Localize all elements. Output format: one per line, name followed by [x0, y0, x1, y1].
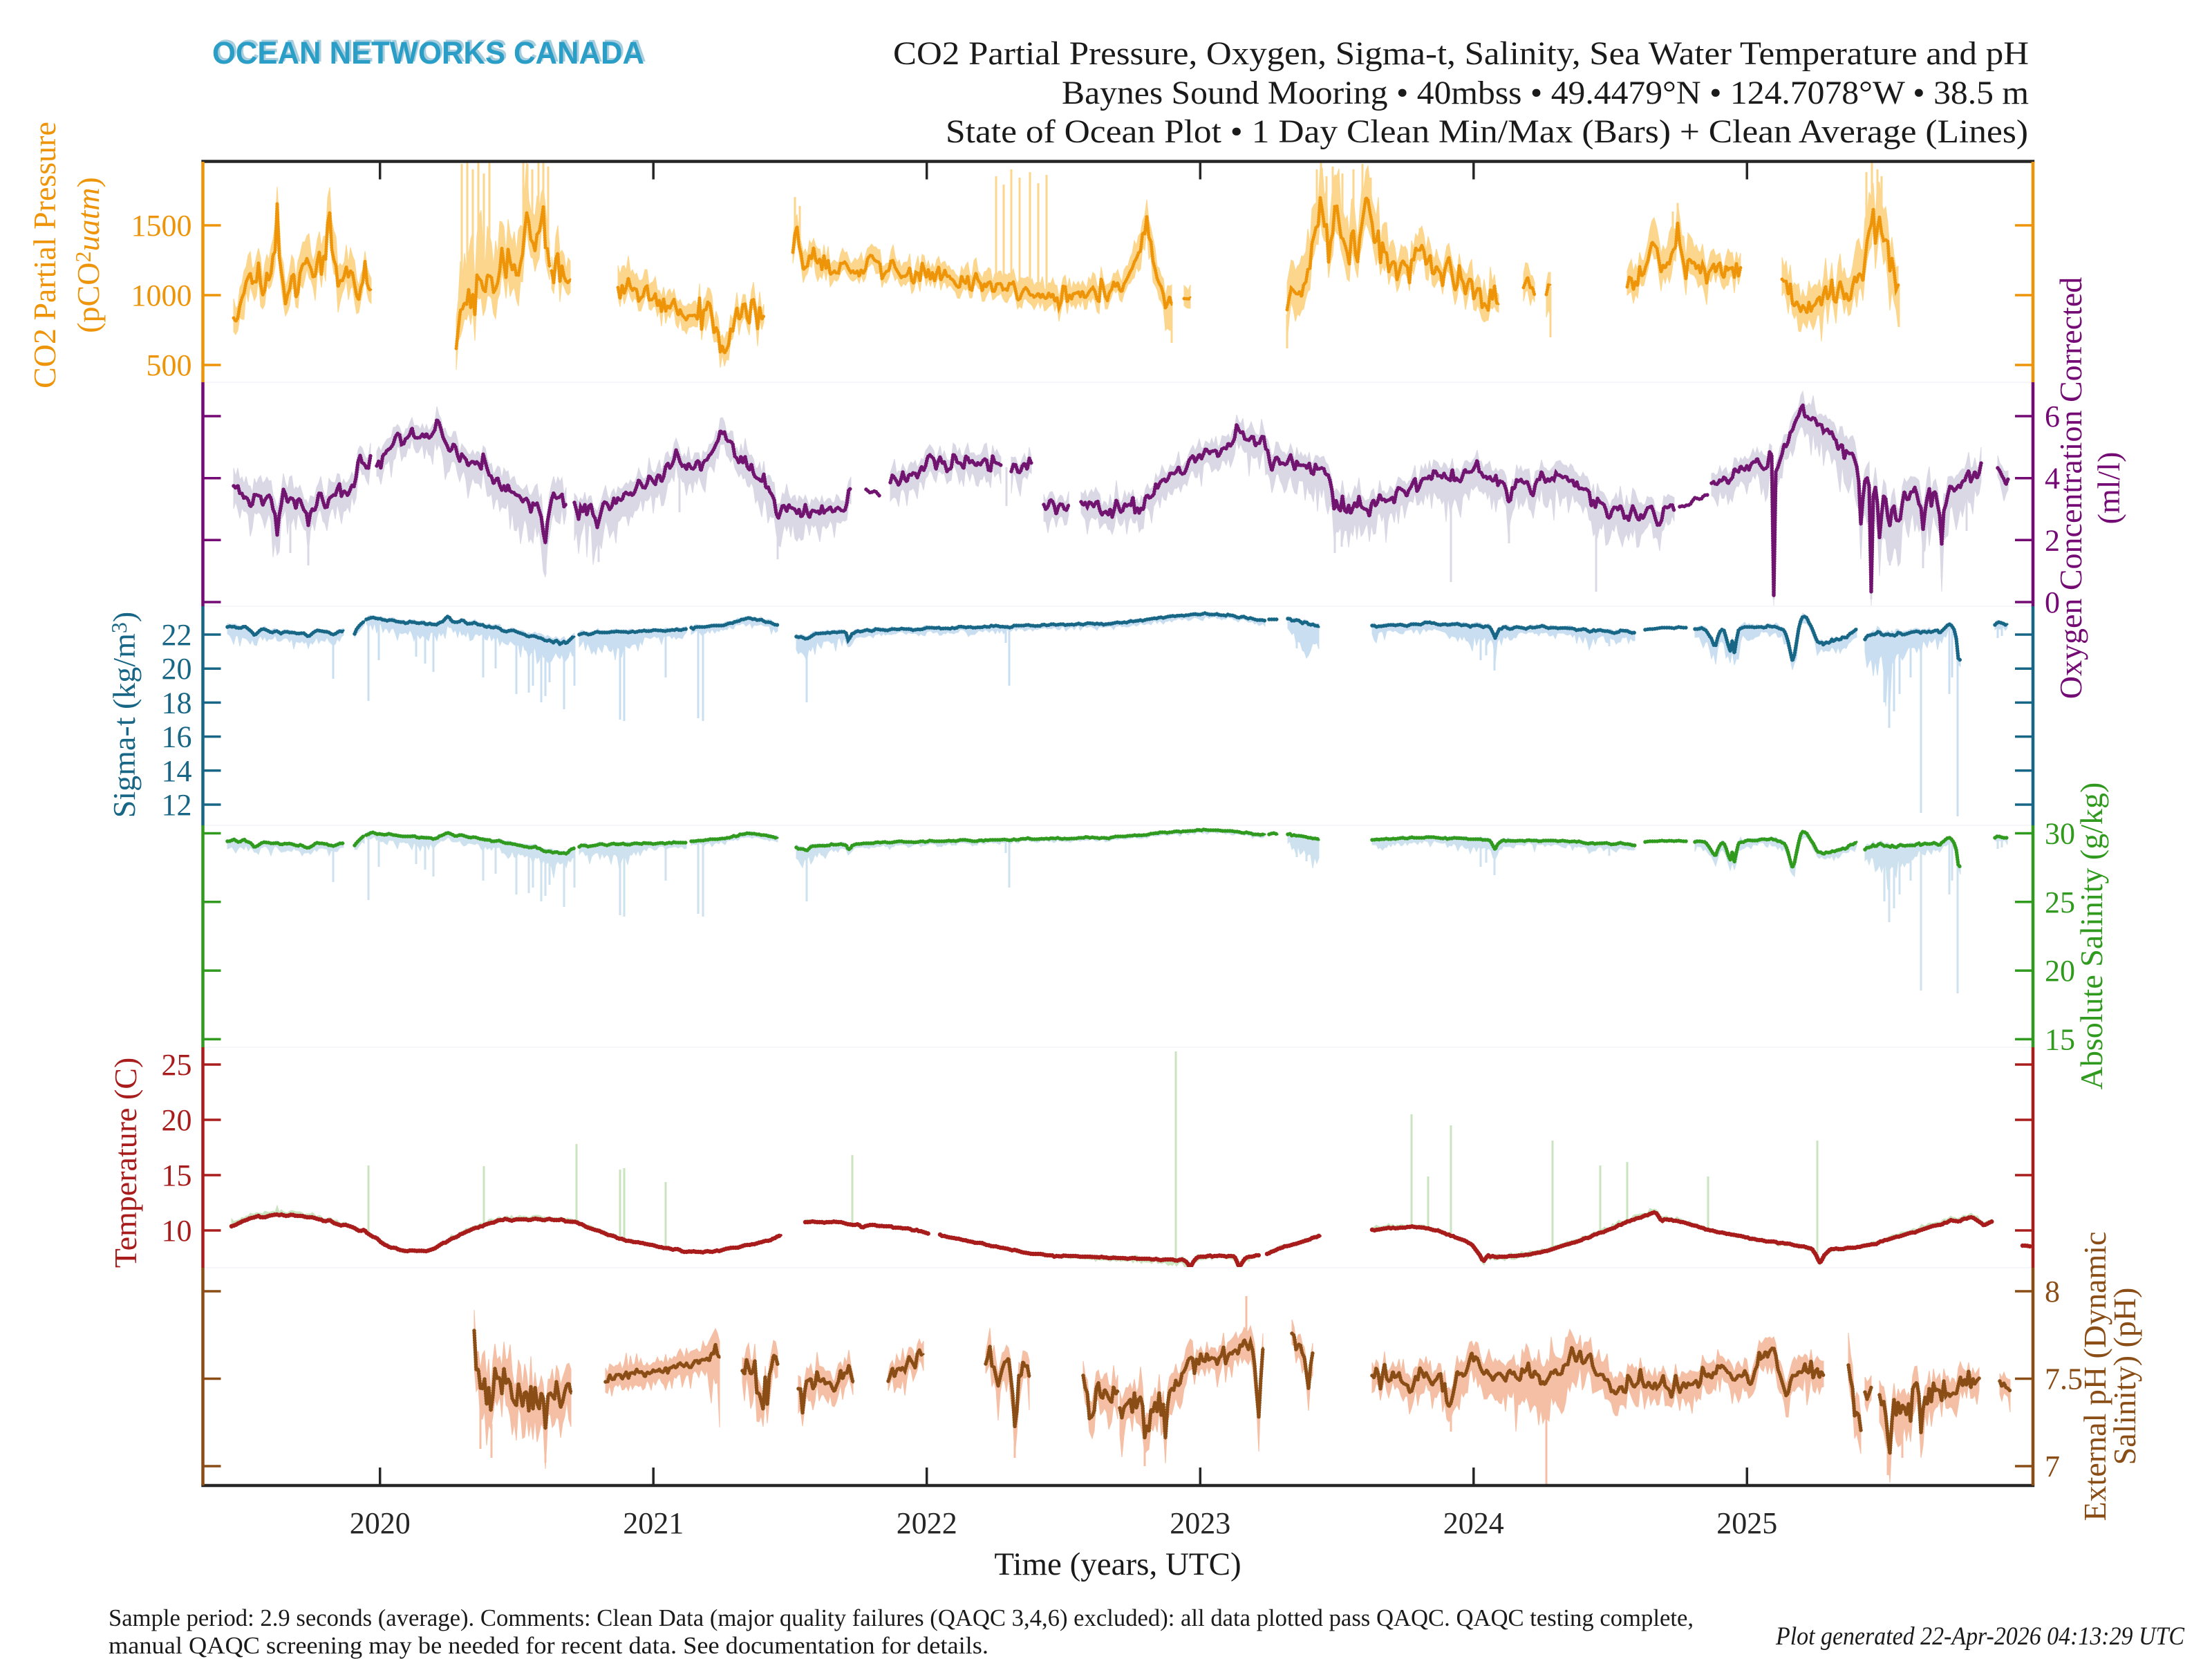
svg-text:Absolute Salinity (g/kg): Absolute Salinity (g/kg) — [2074, 782, 2109, 1090]
svg-text:Sigma-t (kg/m3): Sigma-t (kg/m3) — [106, 612, 142, 818]
svg-text:Oxygen Concentration Corrected: Oxygen Concentration Corrected — [2053, 277, 2088, 700]
svg-text:22: 22 — [162, 618, 192, 652]
svg-text:1000: 1000 — [131, 279, 192, 312]
svg-text:7.5: 7.5 — [2045, 1362, 2083, 1396]
svg-text:25: 25 — [2045, 885, 2075, 919]
svg-text:manual QAQC screening may be n: manual QAQC screening may be needed for … — [109, 1632, 988, 1659]
svg-text:12: 12 — [162, 788, 192, 822]
svg-text:Plot generated 22-Apr-2026 04:: Plot generated 22-Apr-2026 04:13:29 UTC — [1775, 1622, 2185, 1651]
svg-text:4: 4 — [2045, 462, 2060, 496]
svg-text:External pH (Dynamic: External pH (Dynamic — [2077, 1232, 2112, 1521]
svg-text:State of Ocean Plot • 1 Day Cl: State of Ocean Plot • 1 Day Clean Min/Ma… — [946, 113, 2028, 150]
svg-text:OCEAN NETWORKS CANADA: OCEAN NETWORKS CANADA — [212, 35, 644, 71]
svg-text:Salinity) (pH): Salinity) (pH) — [2107, 1288, 2142, 1465]
svg-text:15: 15 — [2045, 1022, 2075, 1056]
svg-text:Time (years, UTC): Time (years, UTC) — [994, 1546, 1241, 1582]
svg-text:14: 14 — [162, 754, 192, 788]
svg-text:2021: 2021 — [623, 1506, 684, 1540]
svg-text:8: 8 — [2045, 1275, 2060, 1309]
svg-text:18: 18 — [162, 686, 192, 720]
svg-text:1500: 1500 — [131, 209, 192, 243]
svg-text:20: 20 — [2045, 954, 2075, 988]
svg-text:6: 6 — [2045, 400, 2060, 433]
svg-text:20: 20 — [162, 1103, 192, 1137]
svg-text:Baynes Sound Mooring • 40mbss: Baynes Sound Mooring • 40mbss • 49.4479°… — [1062, 75, 2029, 111]
svg-text:2: 2 — [2045, 523, 2060, 557]
svg-text:CO2 Partial Pressure: CO2 Partial Pressure — [27, 122, 62, 388]
svg-text:2024: 2024 — [1443, 1506, 1504, 1540]
svg-text:Temperature (C): Temperature (C) — [108, 1058, 143, 1268]
svg-text:(ml/l): (ml/l) — [2091, 452, 2126, 525]
svg-text:25: 25 — [162, 1048, 192, 1082]
svg-text:2022: 2022 — [897, 1506, 957, 1540]
svg-text:20: 20 — [162, 652, 192, 686]
svg-text:OCEAN NETWORKS CANADA: OCEAN NETWORKS CANADA — [214, 33, 646, 68]
svg-text:500: 500 — [147, 348, 192, 382]
svg-text:0: 0 — [2045, 585, 2060, 619]
svg-text:7: 7 — [2045, 1450, 2060, 1483]
svg-text:Sample period: 2.9 seconds (av: Sample period: 2.9 seconds (average). Co… — [109, 1604, 1694, 1631]
svg-text:15: 15 — [162, 1159, 192, 1192]
svg-text:2025: 2025 — [1716, 1506, 1777, 1540]
svg-text:10: 10 — [162, 1214, 192, 1248]
svg-text:2020: 2020 — [350, 1506, 411, 1540]
svg-text:CO2 Partial Pressure, Oxygen,: CO2 Partial Pressure, Oxygen, Sigma-t, S… — [893, 35, 2029, 72]
svg-text:2023: 2023 — [1170, 1506, 1230, 1540]
svg-text:30: 30 — [2045, 817, 2075, 851]
svg-text:16: 16 — [162, 720, 192, 754]
